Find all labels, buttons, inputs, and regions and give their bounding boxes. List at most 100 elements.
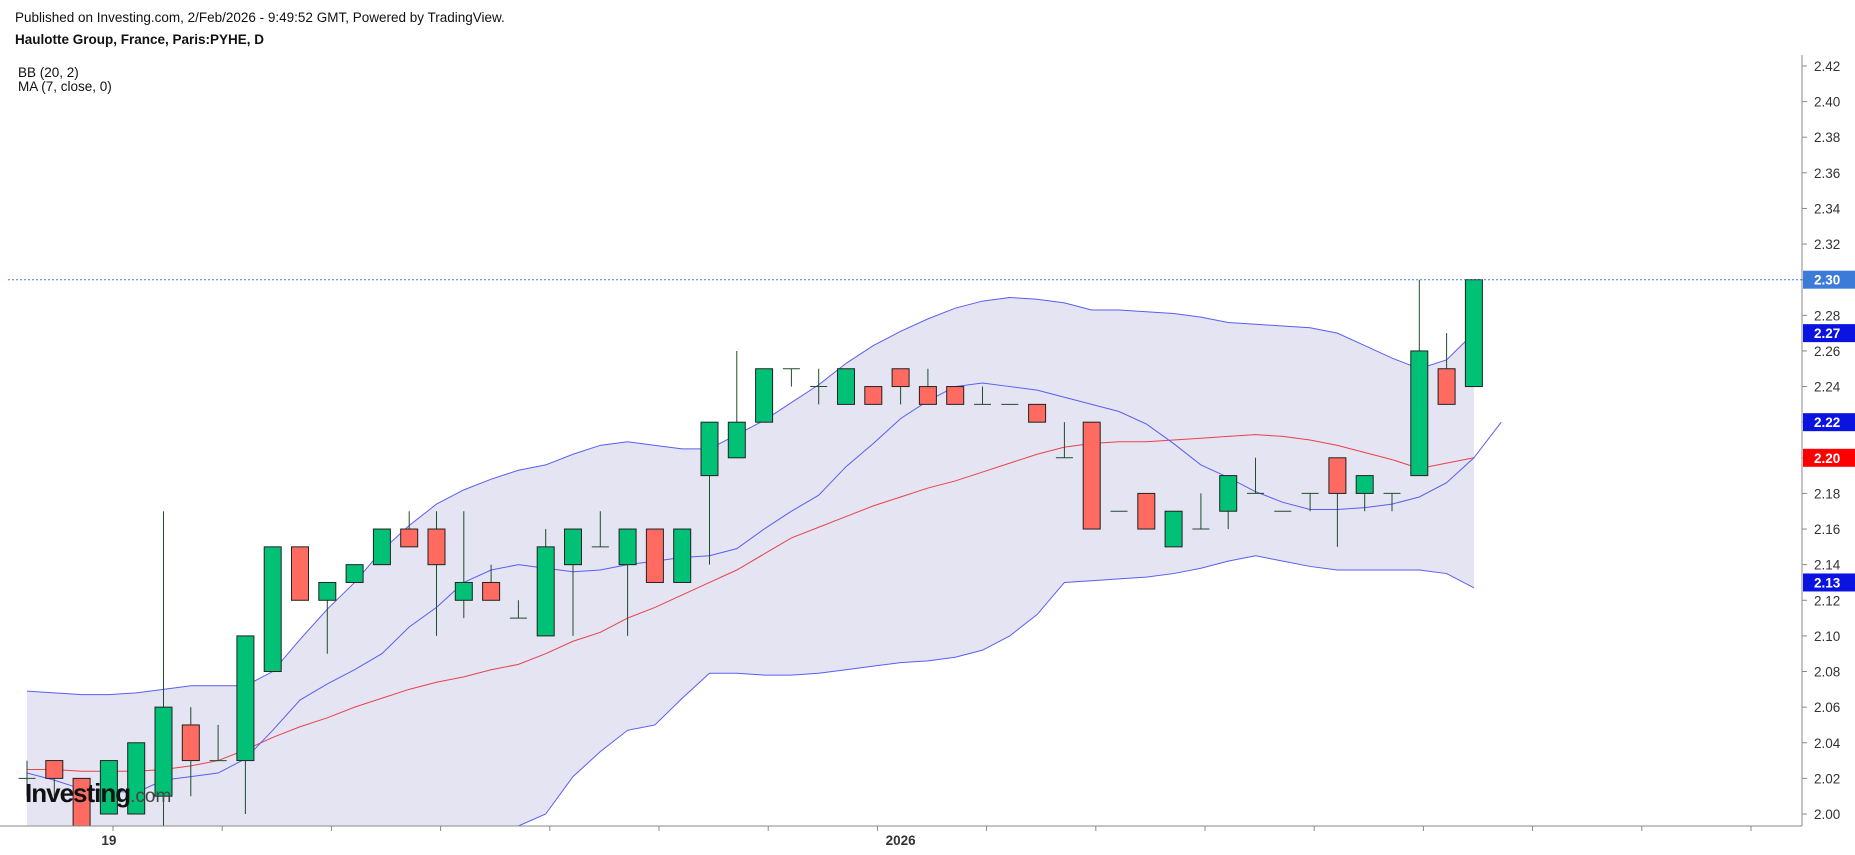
candle-body	[618, 528, 637, 566]
candle	[810, 368, 828, 405]
price-tick-label: 2.40	[1814, 95, 1840, 110]
candle	[1247, 457, 1264, 494]
candle-body	[154, 706, 173, 797]
price-tick-label: 2.18	[1814, 486, 1840, 501]
ma-label-bg	[1803, 413, 1855, 432]
candle	[946, 386, 965, 405]
candle	[1383, 492, 1401, 512]
current-price-label: 2.30	[1814, 273, 1840, 288]
candle-body	[1464, 279, 1483, 388]
price-tick-label: 2.14	[1814, 558, 1841, 573]
candle-body	[673, 528, 692, 583]
candle-body	[263, 546, 282, 673]
price-tick-label: 2.16	[1814, 522, 1840, 537]
candle	[1028, 403, 1047, 423]
price-tick-label: 2.10	[1814, 629, 1840, 644]
candle	[1437, 333, 1456, 405]
candle-body	[1410, 350, 1429, 477]
candle-body	[427, 528, 446, 566]
current-price-label-bg	[1803, 270, 1855, 289]
candle-body	[1437, 368, 1456, 405]
candle	[618, 528, 637, 636]
candle	[1410, 279, 1429, 477]
candle	[99, 760, 118, 815]
bb-basis-label: 2.20	[1814, 451, 1840, 466]
candle-body	[482, 581, 501, 601]
candle-body	[181, 724, 200, 762]
candle	[291, 546, 309, 601]
candle-body	[645, 528, 664, 583]
bb-basis-label-bg	[1803, 448, 1855, 467]
indicator-legend: BB (20, 2) MA (7, close, 0)	[18, 66, 112, 94]
ma-indicator-label[interactable]: MA (7, close, 0)	[18, 79, 112, 94]
price-axis[interactable]: 2.00 2.02 2.04 2.06 2.08 2.10 2.12 2.14 2.16 2.18…	[1801, 55, 1855, 826]
candle	[1464, 279, 1483, 388]
candle	[837, 368, 855, 405]
candle	[372, 528, 391, 566]
candle-body	[946, 386, 965, 405]
price-tick-label: 2.34	[1814, 201, 1841, 216]
candle	[591, 511, 609, 548]
candle	[263, 546, 282, 673]
candle	[1355, 475, 1374, 512]
candlesticks	[18, 279, 1483, 827]
price-tick-label: 2.38	[1814, 130, 1840, 145]
candle	[45, 760, 64, 797]
time-axis[interactable]: 19 2026	[0, 825, 1802, 848]
candle	[645, 528, 664, 583]
candle	[1137, 492, 1156, 530]
candle	[1164, 510, 1183, 548]
candle	[482, 564, 501, 601]
logo-main: Investing	[25, 778, 131, 808]
price-tick-label: 2.32	[1814, 237, 1840, 252]
investing-logo: Investing.com	[25, 778, 171, 809]
bb-indicator-label[interactable]: BB (20, 2)	[18, 65, 79, 80]
candle	[318, 581, 337, 654]
candle	[127, 742, 146, 815]
candle-body	[864, 386, 883, 405]
price-tick-label: 2.02	[1814, 771, 1840, 786]
candle-body	[1328, 457, 1347, 494]
candle-body	[127, 742, 146, 815]
candle	[536, 529, 555, 637]
candle	[1301, 492, 1319, 512]
ma-label: 2.22	[1814, 415, 1840, 430]
time-tick-label: 19	[101, 833, 116, 848]
candle	[864, 386, 883, 405]
candle-body	[755, 368, 774, 423]
candle-body	[454, 581, 473, 601]
candle	[700, 421, 719, 565]
candle-body	[291, 546, 309, 601]
bb-upper-label: 2.27	[1814, 326, 1840, 341]
candle-body	[345, 564, 364, 583]
candle-body	[1137, 492, 1156, 530]
price-tick-label: 2.00	[1814, 807, 1840, 822]
candle	[154, 511, 173, 826]
candle	[1192, 493, 1210, 530]
logo-suffix: .com	[130, 786, 172, 807]
price-tick-label: 2.24	[1814, 380, 1841, 395]
candle-body	[1219, 475, 1238, 512]
candle	[564, 528, 582, 636]
candle	[427, 511, 446, 636]
candle-body	[372, 528, 391, 566]
candle-body	[1028, 403, 1047, 423]
price-tick-label: 2.28	[1814, 308, 1840, 323]
candle	[891, 368, 910, 405]
candle	[509, 600, 527, 619]
candle-body	[564, 528, 582, 566]
candle	[727, 350, 746, 459]
candle	[236, 635, 255, 814]
bb-upper-line	[26, 297, 1475, 696]
candle-body	[1082, 421, 1101, 530]
candle	[673, 528, 692, 583]
candle	[209, 724, 227, 762]
price-tick-label: 2.08	[1814, 665, 1840, 680]
candle-body	[700, 421, 719, 477]
price-tick-label: 2.26	[1814, 344, 1840, 359]
candle-body	[236, 635, 255, 762]
candle-body	[318, 581, 337, 601]
candle	[1055, 422, 1073, 459]
candle	[1082, 421, 1101, 530]
